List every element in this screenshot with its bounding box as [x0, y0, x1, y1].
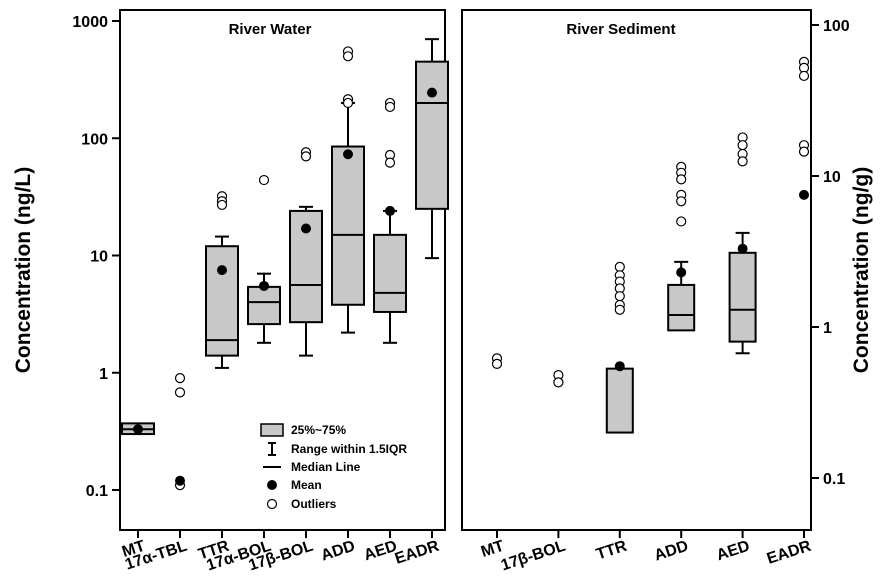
river-sediment-mean-point [737, 243, 748, 254]
legend-range-swatch [268, 442, 276, 456]
river-sediment-y-tick-label: 10 [823, 169, 841, 186]
river-water-box [247, 285, 281, 326]
river-water-box [331, 145, 365, 306]
river-sediment-box-group [667, 161, 696, 332]
river-water-box-group [415, 38, 449, 260]
legend-box-label: 25%~75% [291, 423, 346, 437]
river-sediment-box [667, 283, 696, 332]
river-sediment-outlier-point [614, 291, 625, 302]
river-water-y-tick-label: 10 [90, 249, 108, 266]
river-water-title: River Water [229, 21, 312, 38]
river-water-series [121, 38, 449, 491]
river-water-box-group [205, 191, 239, 369]
river-sediment-y-tick-label: 1 [823, 320, 832, 337]
river-sediment-outlier-point [614, 261, 625, 273]
river-water-box [415, 60, 449, 210]
river-sediment-outlier-point [737, 140, 748, 151]
river-water-y-tick-label: 100 [81, 131, 108, 148]
river-water-box-group [373, 97, 407, 344]
river-sediment-y-tick-label: 100 [823, 18, 850, 35]
river-sediment-panel: River Sediment Concentration (ng/g) 0.1 1… [461, 9, 873, 574]
river-water-box-group [174, 373, 186, 491]
river-sediment-series [491, 56, 810, 434]
river-water-y-tick-label: 1000 [72, 14, 108, 31]
legend-box-swatch [260, 423, 284, 437]
legend-range-label: Range within 1.5IQR [291, 442, 407, 456]
legend-outlier-swatch [266, 498, 278, 510]
river-sediment-mean-point [799, 189, 809, 200]
river-water-box-group [247, 174, 281, 344]
river-sediment-outlier-point [798, 70, 810, 82]
river-water-outlier-point [174, 373, 186, 384]
river-water-mean-point [427, 87, 437, 98]
river-sediment-box-group [491, 353, 503, 369]
river-water-plot-frame [119, 9, 446, 531]
river-sediment-box [605, 367, 634, 434]
river-sediment-title: River Sediment [566, 21, 675, 38]
legend: 25%~75% Range within 1.5IQR Median Line … [260, 423, 407, 511]
river-water-outlier-point [384, 157, 396, 168]
river-sediment-outlier-point [491, 358, 503, 369]
river-water-outlier-point [384, 101, 396, 113]
river-sediment-outlier-point [614, 304, 625, 315]
river-sediment-y-axis: 0.1 1 10 100 [811, 18, 850, 488]
river-water-mean-point [133, 424, 143, 435]
river-water-panel: River Water Concentration (ng/L) 0.1 1 10 1… [12, 9, 449, 574]
river-water-outlier-point [258, 174, 270, 186]
river-water-mean-point [385, 205, 395, 216]
river-sediment-outlier-point [553, 377, 564, 388]
legend-mean-swatch [267, 480, 277, 490]
river-sediment-plot-frame [461, 9, 812, 531]
river-water-mean-point [259, 280, 269, 291]
river-water-box [373, 233, 407, 313]
river-water-outlier-point [216, 199, 228, 211]
river-water-outlier-point [174, 387, 186, 398]
river-water-box-group [331, 46, 365, 334]
river-water-mean-point [301, 223, 311, 234]
legend-mean-label: Mean [291, 478, 322, 492]
river-water-mean-point [217, 265, 227, 276]
river-sediment-box-group [798, 56, 810, 200]
river-sediment-mean-point [614, 361, 625, 372]
river-water-outlier-point [300, 151, 312, 162]
river-water-y-axis-title: Concentration (ng/L) [12, 167, 35, 373]
river-sediment-y-axis-title: Concentration (ng/g) [850, 167, 873, 373]
river-sediment-box [728, 251, 757, 343]
river-water-box-group [121, 422, 155, 436]
river-water-mean-point [175, 475, 185, 486]
river-sediment-outlier-point [798, 146, 810, 157]
river-water-outlier-point [342, 97, 354, 109]
river-water-box [205, 245, 239, 357]
river-sediment-x-tick-label: MT [479, 538, 506, 561]
river-water-mean-point [343, 149, 353, 160]
river-water-outlier-point [342, 51, 354, 62]
river-water-x-tick-label: MT [120, 538, 147, 561]
river-sediment-box-group [728, 132, 757, 355]
river-sediment-outlier-point [676, 216, 687, 227]
river-water-box-group [289, 147, 323, 357]
legend-outliers-label: Outliers [291, 497, 337, 511]
river-sediment-outlier-point [676, 196, 687, 207]
legend-median-label: Median Line [291, 460, 361, 474]
river-sediment-box-group [553, 370, 564, 388]
river-water-y-tick-label: 1 [99, 366, 108, 383]
river-sediment-outlier-point [676, 174, 687, 185]
river-sediment-y-tick-label: 0.1 [823, 471, 845, 488]
river-water-y-axis: 0.1 1 10 100 1000 [72, 14, 120, 500]
river-water-y-tick-label: 0.1 [86, 483, 108, 500]
river-sediment-outlier-point [737, 156, 748, 167]
river-sediment-mean-point [676, 267, 687, 278]
river-sediment-box-group [605, 261, 634, 434]
